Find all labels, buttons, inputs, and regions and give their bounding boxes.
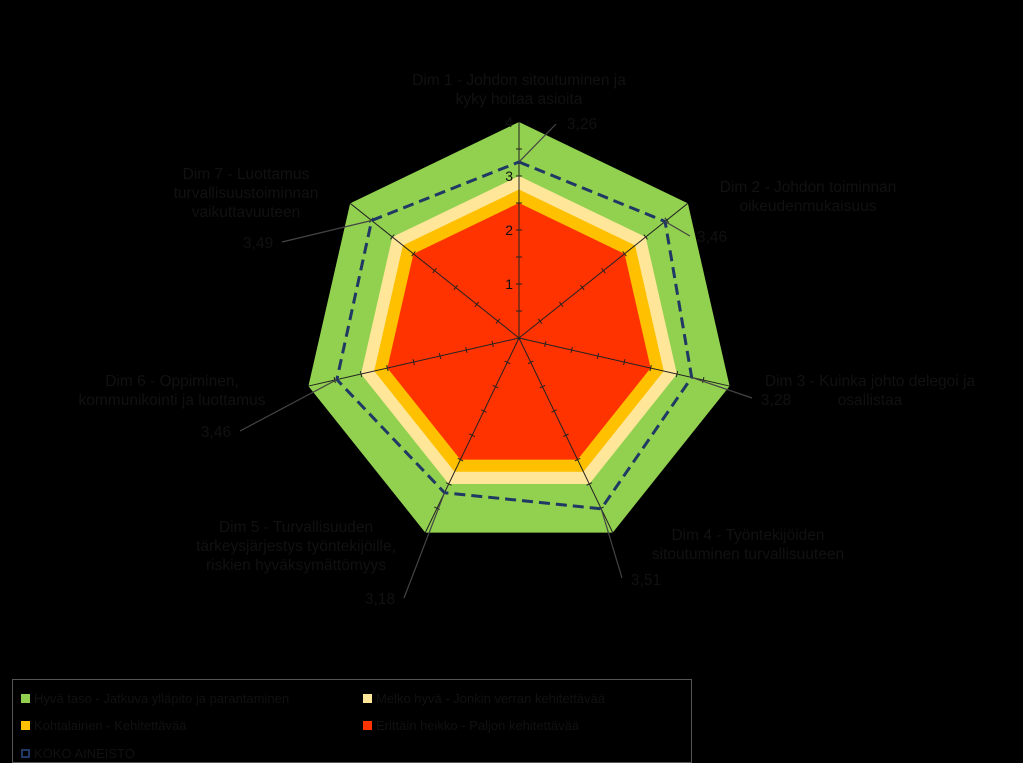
axis-tick [457, 457, 464, 462]
axis-tick [465, 346, 468, 354]
axis-tick [491, 340, 494, 348]
value-leader-line [403, 492, 446, 599]
axis-tick [544, 340, 547, 348]
axis-label: vaikuttavuuteen [192, 204, 301, 221]
legend-item-good: Hyvä taso - Jatkuva ylläpito ja parantam… [21, 691, 289, 706]
axis-label: riskien hyväksymättömyys [206, 557, 386, 574]
value-leader-line [518, 123, 557, 163]
value-leader-line [281, 219, 372, 243]
axis-tick [386, 365, 389, 372]
axis-label: sitoutuminen turvallisuuteen [652, 546, 844, 563]
value-label: 3,49 [243, 235, 273, 252]
axis-label: turvallisuustoiminnan [174, 185, 319, 202]
radar-chart: 1 2 3 4 Dim 1 - Johdon sitoutuminen ja kyky … [79, 72, 976, 608]
value-leader-line [664, 220, 691, 237]
axis-label: Dim 1 - Johdon sitoutuminen ja [412, 72, 626, 89]
axis-label: Dim 6 - Oppiminen, [105, 373, 239, 390]
value-label: 3,46 [201, 424, 231, 441]
axis-label: Dim 7 - Luottamus [183, 166, 310, 183]
tick-label: 3 [505, 168, 513, 184]
axis-tick [596, 352, 600, 360]
axis-tick [551, 409, 558, 413]
value-leader-line [239, 379, 338, 432]
axis-tick [539, 384, 546, 389]
axis-tick [495, 318, 501, 324]
axis-tick [445, 482, 452, 486]
axis-tick [601, 268, 606, 274]
axis-tick [438, 352, 442, 360]
value-label: 3,51 [631, 572, 661, 589]
axis-label: Dim 5 - Turvallisuuden [219, 519, 373, 536]
legend-swatch-lightyellow [363, 694, 372, 703]
axis-tick [558, 301, 564, 307]
axis-label: Dim 2 - Johdon toiminnan [720, 179, 897, 196]
axis-label: kyky hoitaa asioita [456, 91, 583, 108]
axis-tick [537, 318, 543, 324]
axis-tick [492, 384, 499, 389]
axis-tick [586, 482, 593, 486]
legend-item-series: KOKO AINEISTO [21, 746, 135, 761]
label-layer: Dim 1 - Johdon sitoutuminen ja kyky hoita… [79, 72, 976, 608]
axis-tick [432, 268, 437, 274]
tick-label: 1 [505, 276, 513, 292]
legend-swatch-series [21, 749, 30, 758]
axis-layer: 1 2 3 4 [308, 114, 730, 533]
axis-tick [664, 217, 670, 223]
axis-tick [412, 358, 415, 366]
axis-label: Dim 4 - Työntekijöiden [671, 527, 824, 544]
axis-tick [469, 433, 476, 438]
axis-label: tärkeysjärjestys työntekijöille, [196, 538, 396, 555]
tick-label: 4 [505, 114, 513, 130]
axis-tick [390, 234, 395, 240]
axis-tick [562, 433, 569, 438]
value-leader-line [691, 376, 753, 399]
axis-label: kommunikointi ja luottamus [79, 392, 266, 409]
legend: Hyvä taso - Jatkuva ylläpito ja parantam… [12, 679, 692, 763]
value-label: 3,46 [697, 229, 727, 246]
legend-label: KOKO AINEISTO [34, 746, 135, 761]
axis-tick [702, 377, 705, 384]
axis-tick [580, 284, 585, 291]
axis-tick [622, 251, 627, 257]
value-label: 3,28 [761, 392, 791, 409]
value-label: 3,26 [567, 116, 597, 133]
axis-tick [649, 365, 652, 372]
legend-swatch-red [363, 721, 372, 730]
series-line [335, 160, 694, 511]
axis-tick [570, 346, 573, 354]
legend-item-moderate: Kohtalainen - Kehitettävää [21, 718, 187, 733]
axis-tick [574, 457, 581, 462]
axis-tick [474, 301, 480, 307]
legend-label: Kohtalainen - Kehitettävää [34, 718, 187, 733]
axis-label: oikeudenmukaisuus [739, 198, 876, 215]
value-leader-line [600, 508, 623, 579]
axis-label: Dim 3 - Kuinka johto delegoi ja [765, 373, 976, 390]
legend-item-weak: Erittäin heikko - Paljon kehitettävää [363, 718, 579, 733]
legend-item-fair: Melko hyvä - Jonkin verran kehitettävää [363, 691, 605, 706]
axis-tick [359, 371, 363, 378]
value-label: 3,18 [365, 591, 395, 608]
axis-tick [623, 358, 626, 366]
axis-tick [504, 360, 511, 365]
tick-label: 2 [505, 222, 513, 238]
legend-label: Erittäin heikko - Paljon kehitettävää [376, 718, 580, 733]
axis-tick [675, 371, 679, 378]
axis-tick [480, 409, 487, 413]
legend-swatch-orange [21, 721, 30, 730]
legend-swatch-green [21, 694, 30, 703]
axis-label: osallistaa [838, 392, 903, 409]
axis-tick [453, 284, 458, 291]
legend-label: Melko hyvä - Jonkin verran kehitettävää [376, 691, 606, 706]
axis-tick [527, 360, 534, 365]
legend-label: Hyvä taso - Jatkuva ylläpito ja parantam… [34, 691, 290, 706]
axis-tick [411, 251, 416, 257]
axis-tick [643, 234, 648, 240]
